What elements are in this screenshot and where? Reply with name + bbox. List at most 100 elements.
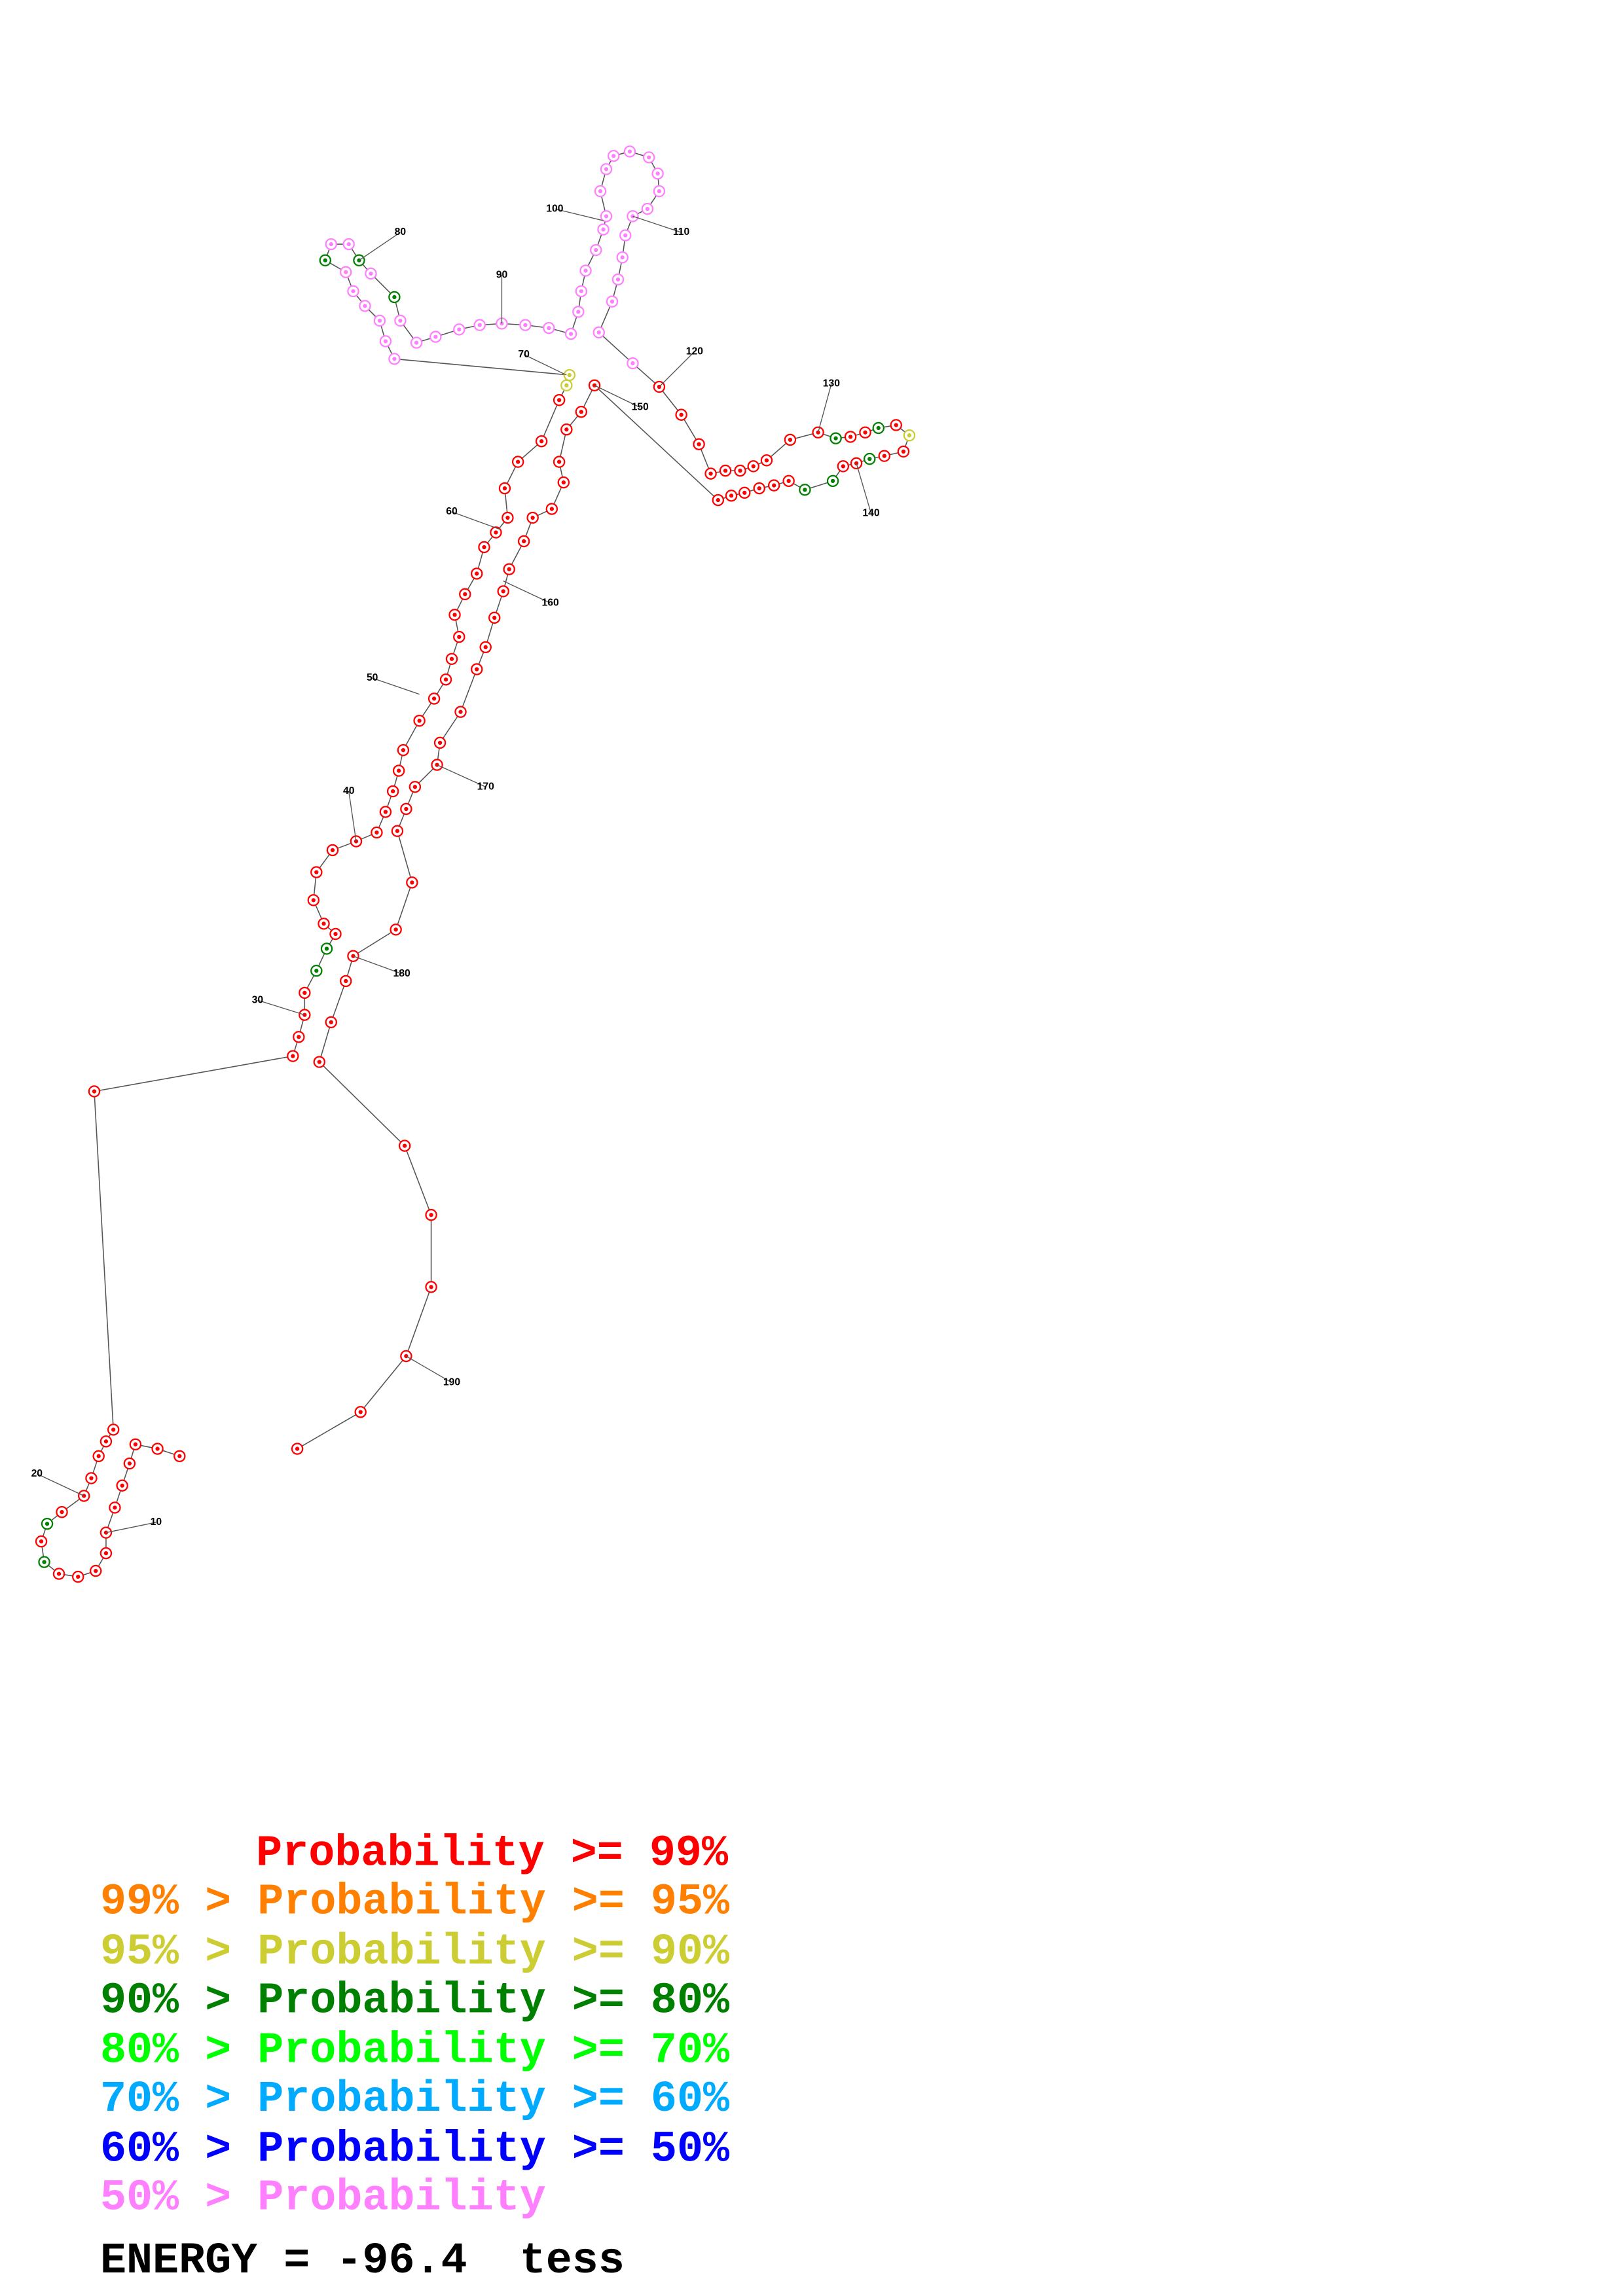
nucleotide-core: [556, 459, 562, 464]
nucleotide-core: [323, 258, 327, 262]
nucleotide-core: [657, 188, 662, 194]
nucleotide-core: [346, 242, 351, 247]
nucleotide-core: [549, 507, 555, 511]
position-label: 150: [632, 402, 649, 413]
position-label: 50: [367, 672, 378, 683]
label-leader: [359, 232, 401, 261]
nucleotide-core: [401, 747, 406, 753]
nucleotide-core: [96, 1454, 101, 1458]
label-leader: [348, 791, 357, 842]
nucleotide-core: [429, 1285, 433, 1289]
position-label: 110: [673, 226, 690, 238]
nucleotide-core: [655, 171, 660, 176]
nucleotide-core: [475, 667, 479, 672]
nucleotide-core: [500, 321, 504, 326]
nucleotide-core: [598, 188, 603, 194]
nucleotide-core: [596, 330, 601, 335]
nucleotide-core: [716, 497, 720, 503]
nucleotide-core: [679, 412, 684, 417]
label-leader: [594, 385, 640, 408]
nucleotide-core: [507, 567, 511, 571]
nucleotide-core: [344, 270, 348, 274]
nucleotide-core: [314, 969, 319, 973]
nucleotide-core: [111, 1427, 116, 1432]
nucleotide-core: [623, 233, 628, 238]
position-label: 190: [443, 1377, 460, 1388]
nucleotide-core: [429, 1213, 433, 1217]
nucleotide-core: [414, 340, 419, 345]
nucleotide-core: [502, 486, 507, 491]
nucleotide-core: [363, 304, 367, 308]
nucleotide-core: [615, 277, 621, 282]
nucleotide-core: [329, 1020, 333, 1025]
nucleotide-core: [113, 1505, 117, 1510]
nucleotide-core: [604, 214, 609, 219]
nucleotide-core: [449, 656, 454, 661]
label-leader: [372, 677, 420, 695]
nucleotide-core: [539, 439, 544, 444]
nucleotide-core: [398, 318, 403, 323]
position-label: 140: [862, 507, 879, 518]
nucleotide-core: [369, 271, 373, 276]
legend-entry: 50% > Probability: [100, 2173, 546, 2223]
nucleotide-core: [803, 488, 807, 492]
nucleotide-core: [392, 357, 397, 361]
nucleotide-core: [457, 327, 462, 332]
nucleotide-core: [412, 785, 418, 789]
nucleotide-core: [611, 154, 616, 158]
nucleotide-core: [311, 898, 316, 903]
nucleotide-core: [431, 696, 437, 701]
nucleotide-core: [302, 1013, 307, 1017]
nucleotide-core: [516, 459, 520, 464]
nucleotide-core: [120, 1483, 124, 1488]
nucleotide-core: [863, 430, 867, 435]
nucleotide-core: [568, 331, 574, 336]
nucleotide-core: [601, 227, 606, 232]
nucleotide-core: [561, 480, 566, 485]
nucleotide-core: [402, 1143, 407, 1148]
nucleotide-core: [505, 515, 510, 520]
nucleotide-core: [374, 830, 379, 835]
position-label: 80: [395, 226, 407, 238]
nucleotide-core: [604, 167, 609, 171]
nucleotide-core: [410, 880, 414, 885]
nucleotide-core: [751, 464, 756, 469]
nucleotide-core: [876, 425, 881, 431]
nucleotide-core: [723, 468, 728, 473]
nucleotide-core: [358, 1410, 363, 1414]
nucleotide-core: [42, 1560, 46, 1564]
nucleotide-core: [475, 571, 479, 576]
nucleotide-core: [594, 247, 598, 253]
nucleotide-core: [317, 1060, 321, 1064]
nucleotide-core: [848, 435, 853, 439]
nucleotide-core: [738, 468, 742, 473]
nucleotide-core: [404, 806, 409, 812]
nucleotide-core: [830, 478, 835, 484]
position-label: 90: [496, 269, 508, 280]
nucleotide-core: [330, 848, 335, 853]
nucleotide-core: [530, 515, 535, 520]
nucleotide-core: [483, 645, 488, 649]
nucleotide-core: [764, 458, 769, 463]
energy: ENERGY = -96.4 tess: [100, 2236, 625, 2286]
nucleotide-core: [523, 323, 528, 327]
nucleotide-core: [391, 789, 395, 794]
label-leader: [437, 764, 486, 787]
nucleotide-core: [291, 1054, 295, 1058]
nucleotide-core: [901, 449, 906, 454]
nucleotide-core: [395, 829, 400, 833]
nucleotide-core: [302, 990, 307, 996]
legend-entry: 95% > Probability >= 90%: [100, 1928, 730, 1977]
position-label: 170: [477, 781, 494, 792]
nucleotide-core: [351, 289, 356, 294]
nucleotide-core: [329, 242, 333, 247]
nucleotide-core: [788, 437, 793, 442]
structure: 10 20 30 40 50 60 70 80 90 100 110 120 130 140 150 160 1…: [31, 145, 916, 1583]
position-label: 70: [518, 349, 530, 360]
nucleotide-core: [297, 1035, 301, 1039]
nucleotide-core: [351, 954, 356, 958]
nucleotide-core: [697, 442, 701, 446]
nucleotide-core: [177, 1454, 182, 1458]
nucleotide-core: [841, 464, 845, 469]
nucleotide-core: [645, 206, 650, 211]
